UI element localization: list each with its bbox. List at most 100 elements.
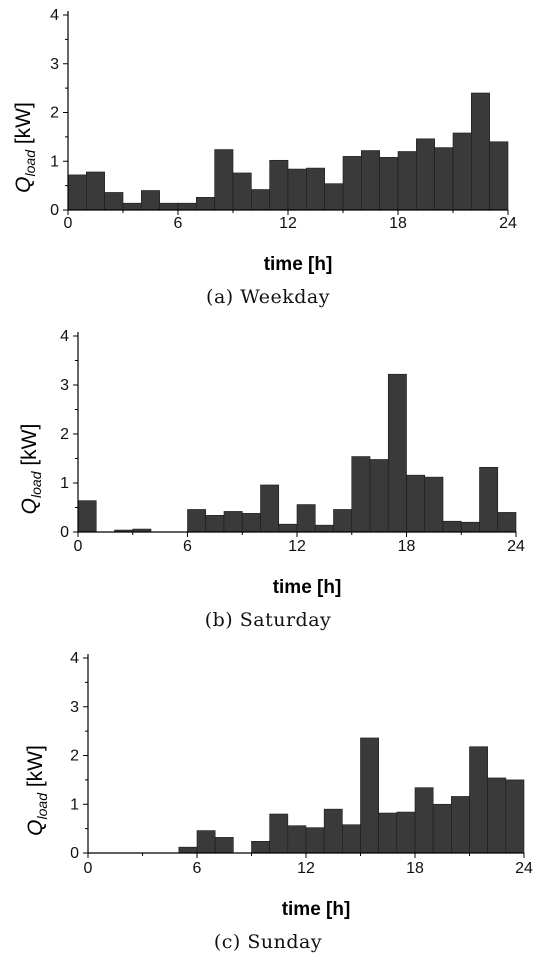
y-tick-label: 0 [70,845,79,862]
bar [406,474,426,533]
x-tick-label: 0 [84,860,93,877]
x-tick-label: 12 [288,538,306,555]
y-tick-label: 1 [50,153,59,170]
bar [306,167,325,211]
bar [387,373,407,533]
bar [460,521,480,533]
bar [369,459,389,533]
bar [379,157,399,211]
bar [305,827,325,854]
bar [471,92,490,211]
x-tick-label: 12 [297,860,315,877]
bar [214,149,234,211]
bar [397,151,417,211]
x-tick-label: 18 [406,860,424,877]
x-tick-label: 18 [389,215,407,232]
bar [205,515,225,533]
x-tick-label: 24 [515,860,533,877]
y-tick-label: 3 [50,56,59,73]
bar [67,174,87,211]
x-axis-label: time [h] [264,254,333,275]
bar [314,524,334,533]
bar [434,147,454,211]
bar [296,504,316,533]
y-tick-label: 4 [70,650,79,667]
y-axis-label: Qload [kW] [12,102,38,193]
bar [452,132,472,211]
y-tick-label: 2 [60,426,69,443]
y-axis-label: Qload [kW] [24,745,50,836]
bar [251,189,270,211]
y-tick-label: 2 [50,105,59,122]
y-axis-label: Qload [kW] [18,424,44,515]
bar [442,520,462,533]
x-axis-label: time [h] [273,577,342,598]
bar [342,824,361,854]
x-tick-label: 0 [64,215,73,232]
y-tick-label: 3 [70,699,79,716]
y-tick-label: 3 [60,377,69,394]
bar [333,509,353,533]
bar [178,846,198,854]
x-tick-label: 6 [183,538,192,555]
bar [260,484,280,533]
x-tick-label: 6 [193,860,202,877]
bar [287,825,307,854]
bar [324,183,344,211]
bar [251,840,270,854]
x-tick-label: 18 [398,538,416,555]
y-tick-label: 0 [50,202,59,219]
bar [177,202,197,211]
y-tick-label: 4 [60,328,69,345]
bar [323,808,343,854]
x-tick-label: 24 [499,215,517,232]
bar [342,156,362,211]
bar [361,150,380,211]
bar [187,509,207,533]
bar [360,737,379,854]
panel-caption: (b) Saturday [205,609,332,631]
bar [424,476,444,533]
bar [223,511,243,533]
bar [414,787,434,854]
bar [378,812,398,854]
y-tick-label: 4 [50,7,59,24]
bar [196,830,216,854]
bar [287,168,307,211]
x-axis-label: time [h] [282,899,351,920]
bar [416,138,435,211]
bar [497,512,517,533]
bar [451,796,470,854]
bar [479,467,499,533]
y-tick-label: 0 [60,524,69,541]
bar [241,513,261,533]
bar [86,171,105,211]
bar [159,202,179,211]
panel-caption: (a) Weekday [206,286,330,308]
bar [278,523,298,533]
bar [469,746,488,854]
bar [269,813,289,854]
bar [196,197,215,211]
x-tick-label: 12 [279,215,297,232]
bar [269,159,289,211]
bar [432,803,452,854]
bar [487,777,507,854]
x-tick-label: 6 [174,215,183,232]
bar [489,141,509,211]
bar [232,172,252,211]
bar [122,202,142,211]
bar [396,811,416,854]
y-tick-label: 1 [70,796,79,813]
x-tick-label: 24 [507,538,525,555]
bar [104,192,124,211]
x-tick-label: 0 [74,538,83,555]
panel-caption: (c) Sunday [214,931,322,953]
bar [351,456,371,533]
y-tick-label: 1 [60,475,69,492]
bar [141,190,160,211]
